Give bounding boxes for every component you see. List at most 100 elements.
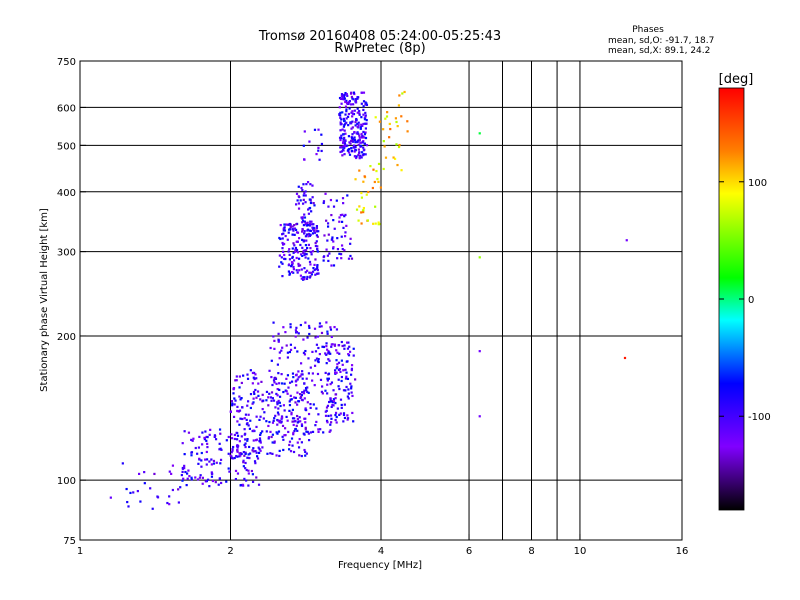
data-point [218, 442, 221, 445]
data-point [331, 403, 334, 407]
data-point [236, 446, 239, 449]
data-point [282, 390, 285, 394]
data-point [398, 94, 401, 97]
data-point [279, 223, 282, 227]
data-point [296, 429, 299, 432]
data-point [302, 392, 306, 395]
data-point [301, 391, 304, 394]
data-point [233, 403, 236, 406]
data-point [280, 373, 283, 376]
data-point [305, 430, 308, 433]
data-point [197, 446, 201, 449]
data-point [316, 268, 319, 272]
data-point [358, 134, 361, 137]
data-point [257, 446, 260, 449]
data-point [307, 212, 311, 215]
data-point [295, 384, 298, 387]
data-point [259, 441, 262, 444]
data-point [304, 190, 307, 193]
data-point [315, 226, 319, 229]
data-point [296, 231, 300, 234]
colorbar-tick-label: 100 [748, 178, 767, 189]
data-point [346, 417, 350, 420]
data-point [343, 136, 346, 140]
data-point [244, 445, 247, 449]
data-point [349, 382, 352, 385]
data-point [295, 379, 298, 382]
data-point [308, 206, 312, 210]
data-point [330, 345, 333, 348]
data-point [329, 352, 332, 355]
data-point [352, 347, 355, 350]
x-tick-label: 10 [574, 546, 587, 557]
data-point [311, 350, 314, 354]
data-point [315, 420, 318, 424]
data-point [240, 452, 243, 456]
data-point [363, 175, 366, 178]
data-point [329, 383, 332, 386]
data-point [350, 147, 353, 150]
data-point [372, 168, 375, 171]
data-point [302, 240, 306, 243]
data-point [270, 435, 273, 439]
data-point [300, 186, 303, 190]
data-point [309, 263, 312, 266]
data-point [329, 429, 332, 432]
data-point [292, 431, 295, 434]
data-point [177, 501, 180, 504]
data-point [309, 201, 313, 205]
data-point [291, 247, 294, 250]
data-point [186, 472, 189, 475]
data-point [343, 97, 346, 100]
data-point [212, 462, 216, 465]
data-point [340, 93, 344, 96]
data-point [302, 432, 305, 435]
data-point [310, 250, 313, 254]
data-point [334, 397, 337, 400]
data-point [303, 230, 306, 233]
data-point [311, 223, 314, 226]
data-point [231, 448, 234, 451]
data-point [276, 363, 280, 366]
data-point [314, 244, 318, 248]
data-point [348, 345, 351, 348]
data-point [355, 101, 358, 104]
data-point [253, 460, 257, 463]
data-point [301, 377, 304, 380]
data-point [397, 145, 401, 149]
data-point [304, 256, 307, 259]
data-point [302, 276, 305, 279]
data-point [307, 257, 310, 260]
data-point [333, 325, 336, 329]
data-point [242, 484, 245, 487]
data-point [179, 486, 182, 489]
data-point [307, 224, 310, 227]
data-point [293, 224, 296, 227]
data-point [300, 230, 304, 233]
data-point [357, 124, 360, 127]
data-point [277, 419, 280, 422]
data-point [235, 454, 238, 458]
data-point [203, 438, 206, 441]
data-point [304, 244, 308, 247]
data-point [267, 404, 270, 407]
data-point [298, 454, 301, 457]
data-point [355, 208, 359, 211]
data-point [313, 384, 316, 387]
data-point [325, 419, 329, 423]
data-point [276, 394, 279, 397]
data-point [320, 390, 323, 393]
data-point [363, 136, 366, 139]
data-point [230, 437, 234, 440]
data-point [303, 389, 306, 392]
data-point [341, 247, 344, 251]
data-point [206, 442, 209, 445]
data-point [278, 395, 282, 398]
data-point [233, 437, 236, 441]
data-point [342, 138, 345, 141]
data-point [348, 148, 351, 151]
data-point [293, 244, 296, 247]
data-point [309, 229, 313, 233]
data-point [249, 392, 253, 396]
data-point [205, 458, 209, 461]
